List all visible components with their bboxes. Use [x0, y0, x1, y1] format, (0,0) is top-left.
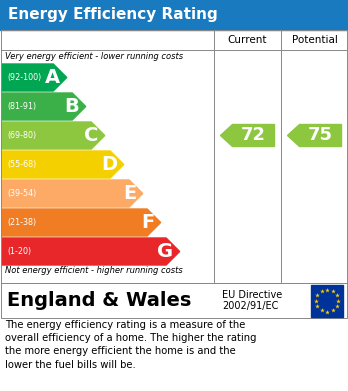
Text: Potential: Potential	[292, 35, 338, 45]
Polygon shape	[2, 209, 161, 236]
Polygon shape	[287, 124, 341, 147]
Text: E: E	[123, 184, 136, 203]
Text: (21-38): (21-38)	[7, 218, 36, 227]
Polygon shape	[221, 124, 275, 147]
Bar	[1, 30, 347, 283]
Polygon shape	[2, 238, 180, 265]
Text: (92-100): (92-100)	[7, 73, 41, 82]
Text: G: G	[157, 242, 173, 261]
Text: EU Directive
2002/91/EC: EU Directive 2002/91/EC	[222, 290, 282, 311]
Text: Very energy efficient - lower running costs: Very energy efficient - lower running co…	[5, 52, 183, 61]
Text: 75: 75	[308, 127, 333, 145]
Bar	[1, 283, 347, 318]
Text: (55-68): (55-68)	[7, 160, 36, 169]
Bar	[311, 285, 343, 316]
Polygon shape	[2, 93, 86, 120]
Text: A: A	[45, 68, 60, 87]
Polygon shape	[2, 151, 124, 178]
Text: Current: Current	[228, 35, 267, 45]
Polygon shape	[2, 122, 105, 149]
Polygon shape	[2, 180, 143, 207]
Text: Energy Efficiency Rating: Energy Efficiency Rating	[8, 7, 218, 23]
Text: D: D	[101, 155, 117, 174]
Text: The energy efficiency rating is a measure of the
overall efficiency of a home. T: The energy efficiency rating is a measur…	[5, 320, 256, 369]
Text: 72: 72	[241, 127, 266, 145]
Text: (69-80): (69-80)	[7, 131, 36, 140]
Text: Not energy efficient - higher running costs: Not energy efficient - higher running co…	[5, 266, 183, 275]
Text: C: C	[84, 126, 98, 145]
Bar	[0, 0, 348, 30]
Text: (39-54): (39-54)	[7, 189, 36, 198]
Text: (81-91): (81-91)	[7, 102, 36, 111]
Text: B: B	[64, 97, 79, 116]
Text: England & Wales: England & Wales	[7, 291, 191, 310]
Polygon shape	[2, 64, 67, 91]
Text: (1-20): (1-20)	[7, 247, 31, 256]
Text: F: F	[141, 213, 154, 232]
